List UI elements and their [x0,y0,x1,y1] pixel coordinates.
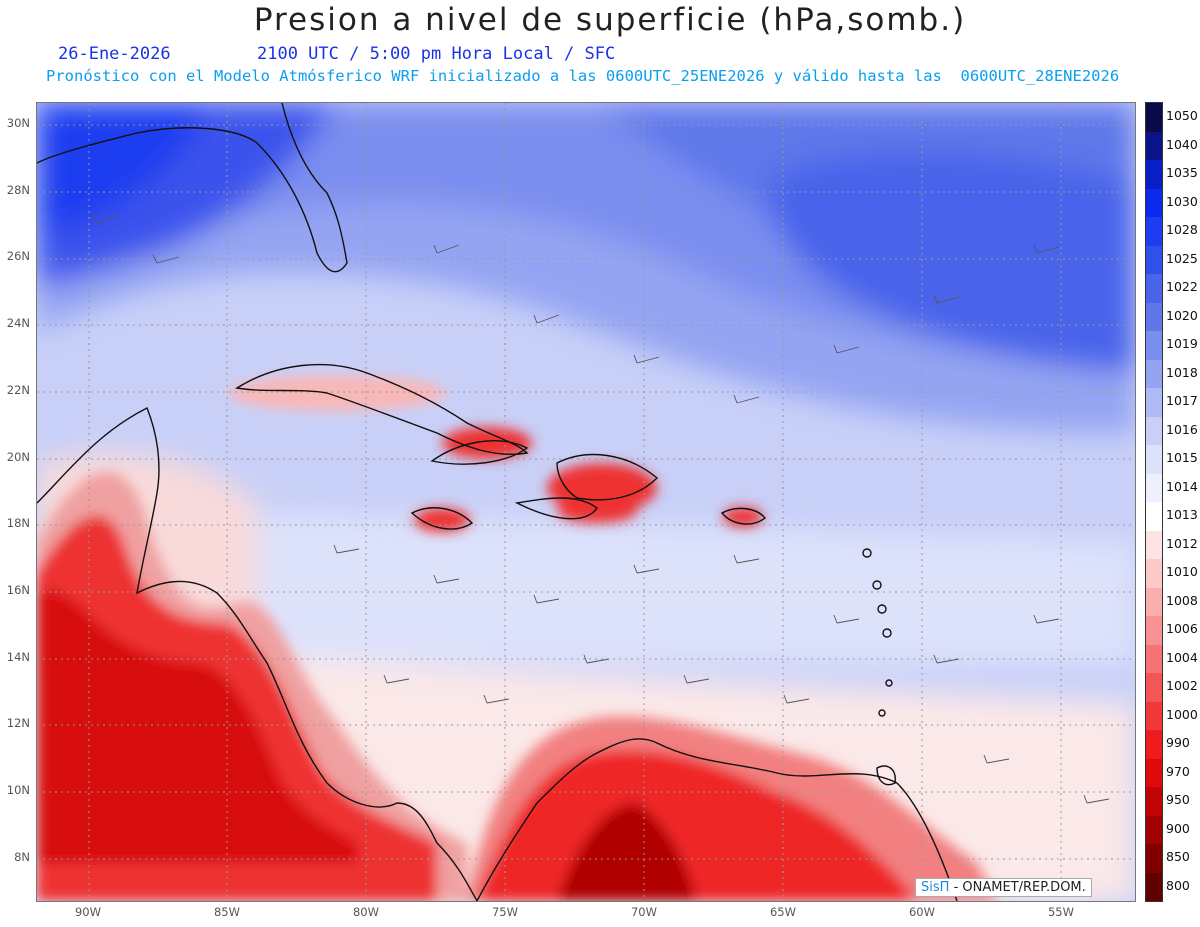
latitude-label: 20N [6,449,30,464]
map-canvas [37,103,1135,901]
colorbar-label: 1002 [1166,678,1198,694]
colorbar-segment [1146,245,1162,274]
latitude-label: 8N [14,849,30,864]
colorbar-segment [1146,587,1162,616]
longitude-label: 65W [769,905,797,919]
colorbar-segment [1146,445,1162,474]
colorbar-segment [1146,559,1162,588]
colorbar-label: 1016 [1166,421,1198,437]
credit-text: - ONAMET/REP.DOM. [953,880,1086,895]
colorbar-label: 800 [1166,877,1190,893]
colorbar-label: 900 [1166,820,1190,836]
colorbar-label: 1028 [1166,222,1198,238]
colorbar-segment [1146,758,1162,787]
colorbar-label: 990 [1166,735,1190,751]
colorbar-label: 1018 [1166,364,1198,380]
colorbar-segment [1146,416,1162,445]
colorbar-segment [1146,131,1162,160]
latitude-label: 16N [6,582,30,597]
sisp-logo: SisΠ [921,880,950,895]
colorbar-segment [1146,217,1162,246]
colorbar-segment [1146,302,1162,331]
colorbar-segment [1146,616,1162,645]
longitude-label: 90W [74,905,102,919]
forecast-date: 26-Ene-2026 [58,44,171,64]
colorbar-label: 1020 [1166,307,1198,323]
latitude-label: 26N [6,249,30,264]
credit-badge: SisΠ - ONAMET/REP.DOM. [915,878,1092,897]
colorbar-segment [1146,701,1162,730]
grid-lines [37,103,1135,901]
colorbar-label: 950 [1166,792,1190,808]
latitude-label: 30N [6,116,30,130]
colorbar-label: 1012 [1166,535,1198,551]
colorbar-label: 1000 [1166,706,1198,722]
colorbar-label: 1017 [1166,393,1198,409]
colorbar-segment [1146,160,1162,189]
colorbar-segment [1146,502,1162,531]
latitude-label: 12N [6,716,30,731]
latitude-label: 18N [6,516,30,531]
pressure-map [36,102,1136,902]
wind-barbs [92,214,1110,804]
colorbar-label: 1004 [1166,649,1198,665]
chart-title: Presion a nivel de superficie (hPa,somb.… [253,2,967,38]
longitude-label: 85W [213,905,241,919]
colorbar-segment [1146,188,1162,217]
land-lows [37,375,997,901]
colorbar-label: 1019 [1166,336,1198,352]
latitude-label: 14N [6,649,30,664]
latitude-label: 10N [6,783,30,797]
colorbar-segment [1146,673,1162,702]
colorbar-segment [1146,473,1162,502]
colorbar-label: 1022 [1166,279,1198,295]
latitude-label: 22N [6,382,30,397]
longitude-label: 80W [352,905,380,919]
colorbar-label: 1013 [1166,507,1198,523]
colorbar-label: 1015 [1166,450,1198,466]
longitude-label: 75W [491,905,519,919]
colorbar-segment [1146,644,1162,673]
colorbar-segment [1146,359,1162,388]
colorbar-label: 1040 [1166,136,1198,152]
pressure-colorbar [1145,102,1163,902]
colorbar-segment [1146,872,1162,901]
colorbar-label: 850 [1166,849,1190,865]
longitude-label: 55W [1047,905,1075,919]
forecast-time: 2100 UTC / 5:00 pm Hora Local / SFC [257,44,616,64]
latitude-label: 28N [6,182,30,197]
longitude-label: 60W [908,905,936,919]
colorbar-segment [1146,103,1162,132]
colorbar-label: 1008 [1166,592,1198,608]
colorbar-segment [1146,388,1162,417]
colorbar-label: 1025 [1166,250,1198,266]
longitude-label: 70W [630,905,658,919]
colorbar-segment [1146,787,1162,816]
colorbar-label: 1014 [1166,478,1198,494]
latitude-label: 24N [6,316,30,331]
colorbar-segment [1146,530,1162,559]
model-subtitle: Pronóstico con el Modelo Atmósferico WRF… [46,67,1120,85]
colorbar-label: 970 [1166,763,1190,779]
colorbar-segment [1146,844,1162,873]
colorbar-label: 1035 [1166,165,1198,181]
colorbar-label: 1006 [1166,621,1198,637]
colorbar-label: 1030 [1166,193,1198,209]
colorbar-label: 1010 [1166,564,1198,580]
colorbar-segment [1146,274,1162,303]
colorbar-segment [1146,815,1162,844]
colorbar-label: 1050 [1166,108,1198,124]
coastlines [37,103,958,901]
colorbar-segment [1146,730,1162,759]
colorbar-segment [1146,331,1162,360]
